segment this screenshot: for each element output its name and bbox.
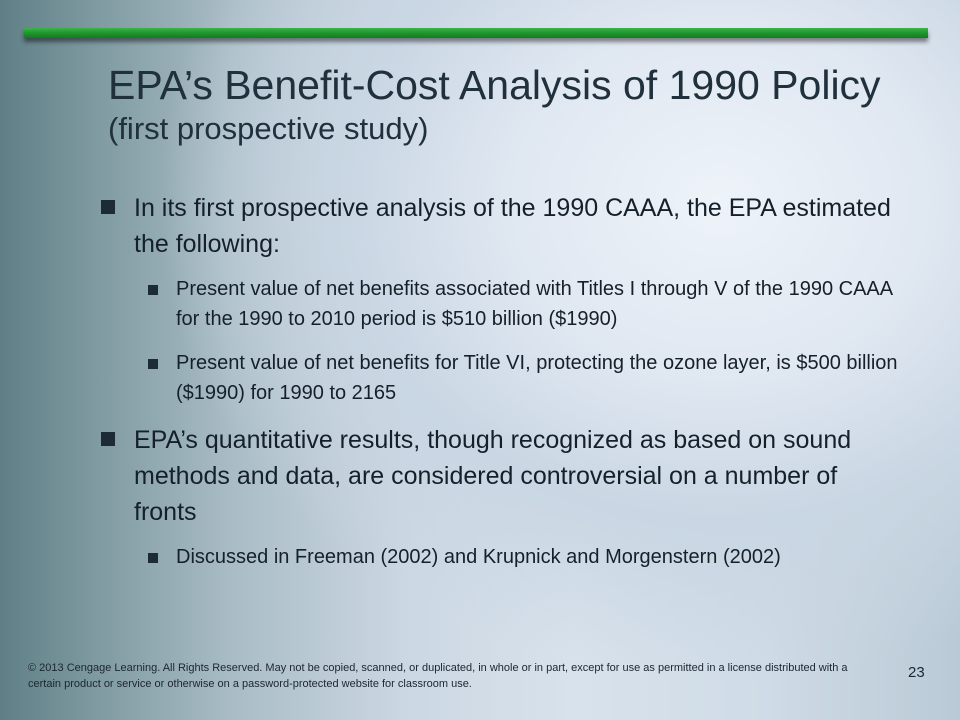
sub-bullet-text: Present value of net benefits associated… xyxy=(176,278,892,330)
sub-bullet-item: Discussed in Freeman (2002) and Krupnick… xyxy=(100,542,900,572)
bullet-text: In its first prospective analysis of the… xyxy=(134,194,891,258)
square-bullet-icon xyxy=(101,200,115,214)
bullet-item: In its first prospective analysis of the… xyxy=(100,190,900,262)
bullet-list: In its first prospective analysis of the… xyxy=(100,190,900,586)
square-bullet-icon xyxy=(148,285,158,295)
square-bullet-icon xyxy=(101,432,115,446)
title-subtitle: (first prospective study) xyxy=(108,110,429,146)
accent-bar xyxy=(24,28,928,38)
copyright-footer: © 2013 Cengage Learning. All Rights Rese… xyxy=(28,662,848,690)
square-bullet-icon xyxy=(148,553,158,563)
slide-title: EPA’s Benefit-Cost Analysis of 1990 Poli… xyxy=(108,62,908,147)
sub-bullet-text: Discussed in Freeman (2002) and Krupnick… xyxy=(176,546,781,568)
page-number: 23 xyxy=(908,664,925,681)
sub-bullet-item: Present value of net benefits for Title … xyxy=(100,348,900,408)
sub-bullet-item: Present value of net benefits associated… xyxy=(100,274,900,334)
bullet-text: EPA’s quantitative results, though recog… xyxy=(134,426,852,526)
title-main: EPA’s Benefit-Cost Analysis of 1990 Poli… xyxy=(108,62,881,108)
square-bullet-icon xyxy=(148,359,158,369)
sub-bullet-text: Present value of net benefits for Title … xyxy=(176,352,898,404)
bullet-item: EPA’s quantitative results, though recog… xyxy=(100,422,900,530)
